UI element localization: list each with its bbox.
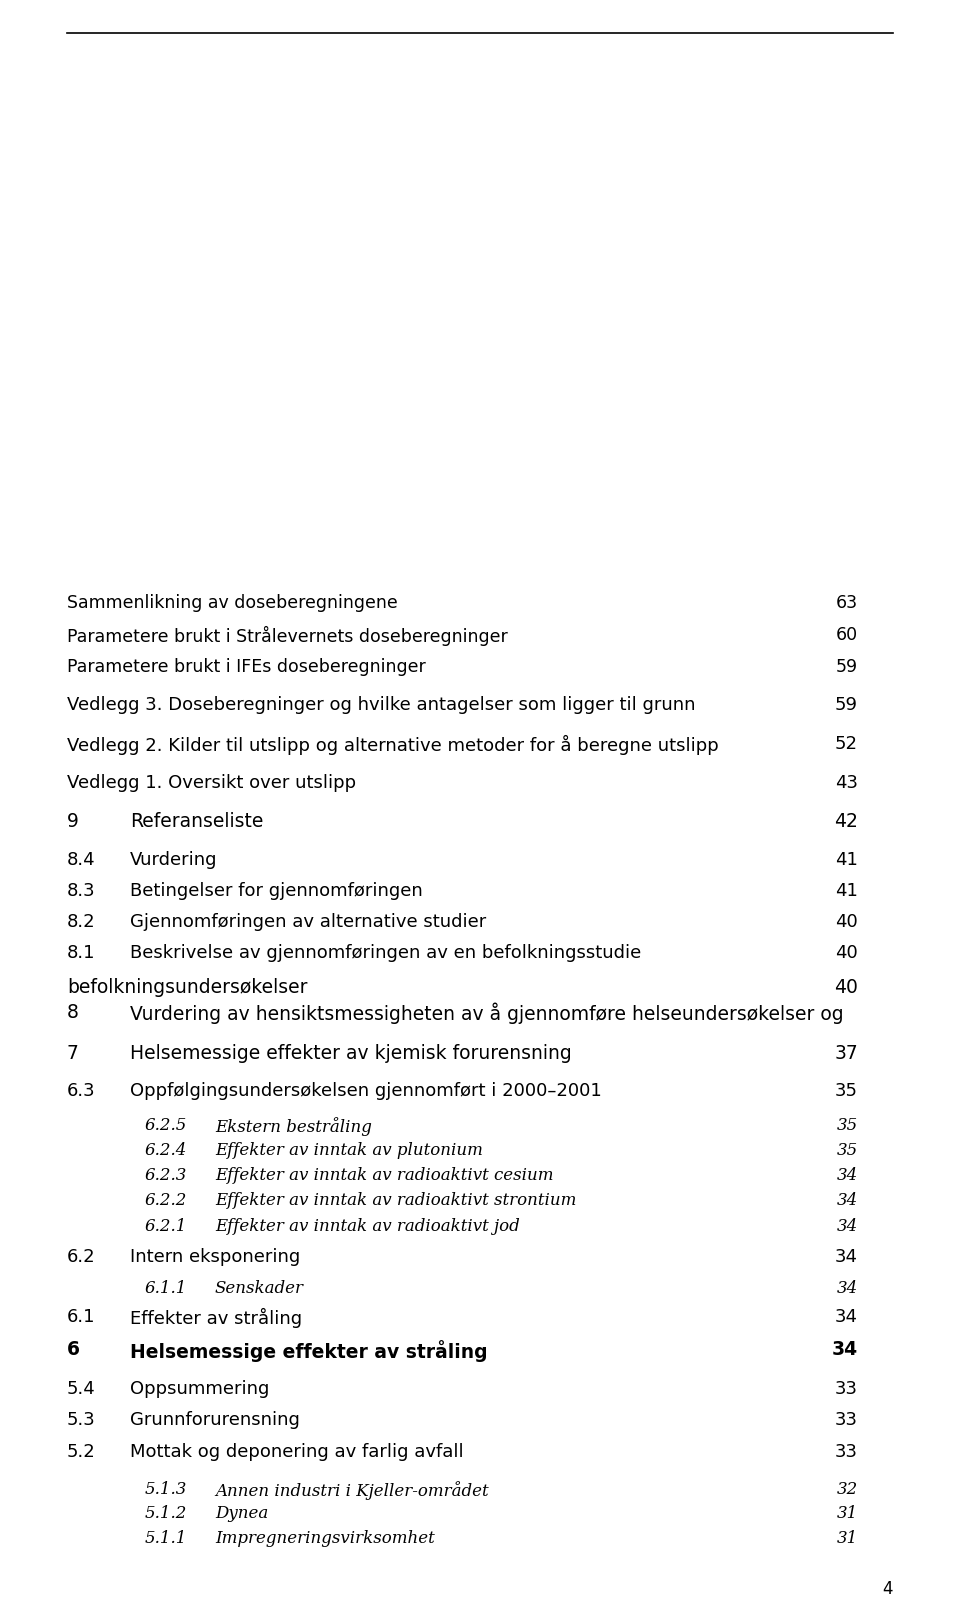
Text: 8.1: 8.1 [67,944,95,961]
Text: 35: 35 [837,1117,858,1135]
Text: Helsemessige effekter av stråling: Helsemessige effekter av stråling [130,1340,488,1363]
Text: Vurdering av hensiktsmessigheten av å gjennomføre helseundersøkelser og: Vurdering av hensiktsmessigheten av å gj… [130,1003,844,1024]
Text: 6.2.5: 6.2.5 [145,1117,187,1135]
Text: 33: 33 [835,1380,858,1398]
Text: 5.2: 5.2 [67,1443,96,1461]
Text: 34: 34 [837,1167,858,1184]
Text: Betingelser for gjennomføringen: Betingelser for gjennomføringen [130,883,422,900]
Text: 34: 34 [837,1281,858,1297]
Text: 34: 34 [837,1218,858,1234]
Text: 59: 59 [835,697,858,714]
Text: 6.2: 6.2 [67,1249,96,1266]
Text: 5.1.2: 5.1.2 [145,1505,187,1522]
Text: Referanseliste: Referanseliste [130,812,263,831]
Text: 33: 33 [835,1411,858,1428]
Text: 8.2: 8.2 [67,913,96,931]
Text: 5.4: 5.4 [67,1380,96,1398]
Text: 8: 8 [67,1003,79,1022]
Text: Intern eksponering: Intern eksponering [130,1249,300,1266]
Text: Grunnforurensning: Grunnforurensning [130,1411,300,1428]
Text: 33: 33 [835,1443,858,1461]
Text: 40: 40 [835,913,858,931]
Text: Parametere brukt i IFEs doseberegninger: Parametere brukt i IFEs doseberegninger [67,658,425,676]
Text: Senskader: Senskader [215,1281,304,1297]
Text: 9: 9 [67,812,79,831]
Text: 5.1.3: 5.1.3 [145,1481,187,1497]
Text: 8.4: 8.4 [67,851,96,868]
Text: 34: 34 [832,1340,858,1359]
Text: 37: 37 [834,1043,858,1063]
Text: Mottak og deponering av farlig avfall: Mottak og deponering av farlig avfall [130,1443,464,1461]
Text: 59: 59 [836,658,858,676]
Text: 60: 60 [836,626,858,644]
Text: Vurdering: Vurdering [130,851,218,868]
Text: Annen industri i Kjeller-området: Annen industri i Kjeller-området [215,1481,489,1501]
Text: 40: 40 [834,977,858,997]
Text: 5.1.1: 5.1.1 [145,1530,187,1547]
Text: 6: 6 [67,1340,80,1359]
Text: Helsemessige effekter av kjemisk forurensning: Helsemessige effekter av kjemisk foruren… [130,1043,572,1063]
Text: 40: 40 [835,944,858,961]
Text: Effekter av inntak av radioaktivt strontium: Effekter av inntak av radioaktivt stront… [215,1193,576,1209]
Text: 6.2.4: 6.2.4 [145,1143,187,1159]
Text: 6.2.3: 6.2.3 [145,1167,187,1184]
Text: 6.3: 6.3 [67,1082,96,1099]
Text: Gjennomføringen av alternative studier: Gjennomføringen av alternative studier [130,913,487,931]
Text: Effekter av inntak av radioaktivt cesium: Effekter av inntak av radioaktivt cesium [215,1167,554,1184]
Text: 35: 35 [835,1082,858,1099]
Text: 31: 31 [837,1505,858,1522]
Text: Dynea: Dynea [215,1505,268,1522]
Text: 6.1: 6.1 [67,1308,95,1326]
Text: 34: 34 [837,1193,858,1209]
Text: Ekstern bestråling: Ekstern bestråling [215,1117,372,1136]
Text: 41: 41 [835,883,858,900]
Text: Oppsummering: Oppsummering [130,1380,270,1398]
Text: 32: 32 [837,1481,858,1497]
Text: Effekter av inntak av radioaktivt jod: Effekter av inntak av radioaktivt jod [215,1218,519,1234]
Text: 42: 42 [834,812,858,831]
Text: 63: 63 [836,594,858,612]
Text: 41: 41 [835,851,858,868]
Text: Effekter av inntak av plutonium: Effekter av inntak av plutonium [215,1143,483,1159]
Text: Effekter av stråling: Effekter av stråling [130,1308,302,1327]
Text: 7: 7 [67,1043,79,1063]
Text: Parametere brukt i Strålevernets doseberegninger: Parametere brukt i Strålevernets doseber… [67,626,508,647]
Text: Beskrivelse av gjennomføringen av en befolkningsstudie: Beskrivelse av gjennomføringen av en bef… [130,944,641,961]
Text: Impregneringsvirksomhet: Impregneringsvirksomhet [215,1530,435,1547]
Text: 5.3: 5.3 [67,1411,96,1428]
Text: 34: 34 [835,1249,858,1266]
Text: 8.3: 8.3 [67,883,96,900]
Text: Vedlegg 3. Doseberegninger og hvilke antagelser som ligger til grunn: Vedlegg 3. Doseberegninger og hvilke ant… [67,697,695,714]
Text: Oppfølgingsundersøkelsen gjennomført i 2000–2001: Oppfølgingsundersøkelsen gjennomført i 2… [130,1082,602,1099]
Text: 34: 34 [835,1308,858,1326]
Text: Vedlegg 1. Oversikt over utslipp: Vedlegg 1. Oversikt over utslipp [67,774,356,791]
Text: 6.2.1: 6.2.1 [145,1218,187,1234]
Text: 52: 52 [835,735,858,753]
Text: 43: 43 [835,774,858,791]
Text: Vedlegg 2. Kilder til utslipp og alternative metoder for å beregne utslipp: Vedlegg 2. Kilder til utslipp og alterna… [67,735,719,754]
Text: 6.2.2: 6.2.2 [145,1193,187,1209]
Text: 4: 4 [882,1579,893,1599]
Text: 6.1.1: 6.1.1 [145,1281,187,1297]
Text: Sammenlikning av doseberegningene: Sammenlikning av doseberegningene [67,594,397,612]
Text: befolkningsundersøkelser: befolkningsundersøkelser [67,977,307,997]
Text: 35: 35 [837,1143,858,1159]
Text: 31: 31 [837,1530,858,1547]
